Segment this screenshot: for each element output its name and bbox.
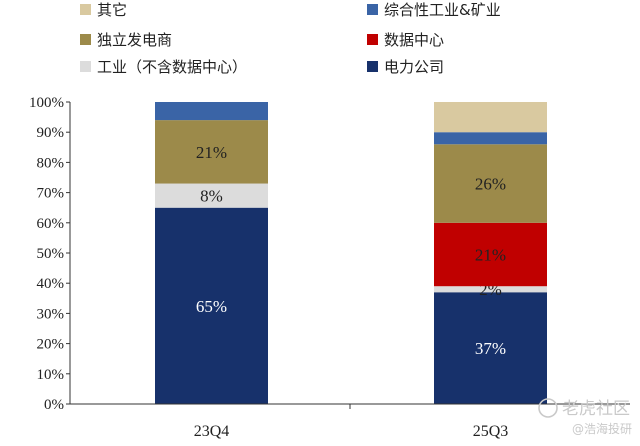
y-tick-label: 80%	[37, 155, 65, 171]
data-label: 8%	[200, 187, 223, 206]
bar-segment	[155, 120, 268, 184]
y-axis: 0% 10% 20% 30% 40% 50% 60% 70% 80% 90% 100%	[29, 95, 71, 413]
legend-label: 数据中心	[384, 31, 444, 49]
legend-label: 其它	[97, 1, 127, 19]
bar-segment	[155, 183, 268, 208]
legend-swatch	[80, 4, 91, 15]
bars: 65%8%21%37%2%21%26%	[155, 102, 547, 404]
bar-segment	[434, 286, 547, 293]
y-tick-label: 100%	[29, 95, 64, 111]
y-tick-label: 70%	[37, 186, 65, 202]
y-tick-label: 30%	[37, 306, 65, 322]
legend-swatch	[367, 61, 378, 72]
x-category-label: 25Q3	[473, 423, 509, 440]
legend-swatch	[80, 61, 91, 72]
data-label: 26%	[475, 175, 506, 194]
watermark-logo-icon	[538, 398, 558, 418]
data-label: 21%	[475, 246, 506, 265]
bar-segment	[434, 222, 547, 287]
y-tick-label: 50%	[37, 246, 65, 262]
watermark-title: 老虎社区	[562, 399, 630, 419]
y-tick-label: 40%	[37, 276, 65, 292]
bar-segment	[155, 102, 268, 121]
legend-swatch	[367, 4, 378, 15]
data-label: 65%	[196, 297, 227, 316]
legend-swatch	[367, 34, 378, 45]
legend-swatch	[80, 34, 91, 45]
x-category-label: 23Q4	[194, 423, 230, 440]
data-label: 37%	[475, 339, 506, 358]
legend-label: 独立发电商	[97, 31, 172, 49]
bar-segment	[434, 292, 547, 404]
y-tick-label: 60%	[37, 216, 65, 232]
legend-label: 综合性工业&矿业	[384, 1, 501, 19]
bar-segment	[434, 102, 547, 133]
y-tick-label: 20%	[37, 337, 65, 353]
x-axis: 23Q4 25Q3	[70, 403, 630, 440]
y-tick-label: 0%	[44, 397, 64, 413]
bar-segment	[434, 132, 547, 145]
legend-label: 工业（不含数据中心）	[97, 58, 247, 76]
watermark: 老虎社区 @浩海投研	[538, 398, 632, 436]
watermark-handle: @浩海投研	[572, 421, 632, 436]
data-label: 21%	[196, 143, 227, 162]
legend-label: 电力公司	[384, 58, 444, 76]
bar-segment	[155, 207, 268, 404]
y-tick-label: 90%	[37, 125, 65, 141]
bar-segment	[434, 144, 547, 223]
y-tick-label: 10%	[37, 367, 65, 383]
